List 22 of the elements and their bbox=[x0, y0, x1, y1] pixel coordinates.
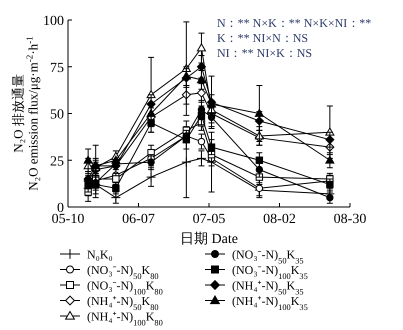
x-tick-label: 06-07 bbox=[122, 212, 155, 227]
legend-label: (NH₄⁺-N)$_{50}$K$_{35}$ bbox=[232, 278, 304, 296]
legend-label: (NO₃⁻-N)$_{50}$K$_{80}$ bbox=[87, 263, 159, 280]
legend-label: (NO₃⁻-N)$_{100}$K$_{35}$ bbox=[232, 263, 308, 280]
legend-label: (NO₃⁻-N)$_{50}$K$_{35}$ bbox=[232, 248, 304, 265]
annotation: NI：** NI×K：NS bbox=[217, 46, 312, 60]
y-tick-label: 50 bbox=[50, 108, 64, 122]
legend-label: (NH₄⁺-N)$_{50}$K$_{80}$ bbox=[87, 294, 159, 312]
legend-label: (NO₃⁻-N)$_{100}$K$_{80}$ bbox=[87, 278, 163, 296]
y-tick-label: 100 bbox=[43, 14, 64, 29]
annotation: K：** NI×N：NS bbox=[217, 31, 308, 45]
x-tick-label: 05-10 bbox=[52, 212, 84, 227]
x-tick-label: 08-30 bbox=[334, 212, 366, 227]
x-tick-label: 08-02 bbox=[263, 212, 296, 227]
y-tick-label: 25 bbox=[50, 154, 64, 170]
legend-label: (NH₄⁺-N)$_{100}$K$_{35}$ bbox=[232, 294, 308, 312]
x-axis-title: 日期 Date bbox=[180, 231, 238, 247]
y-tick-label: 75 bbox=[50, 60, 64, 76]
x-tick-label: 07-05 bbox=[192, 212, 226, 227]
legend-label: (NH₄⁺-N)$_{100}$K$_{80}$ bbox=[87, 310, 163, 327]
annotation: N：** N×K：** N×K×NI：** bbox=[217, 16, 372, 30]
legend-label: N₀K₀ bbox=[87, 248, 113, 262]
